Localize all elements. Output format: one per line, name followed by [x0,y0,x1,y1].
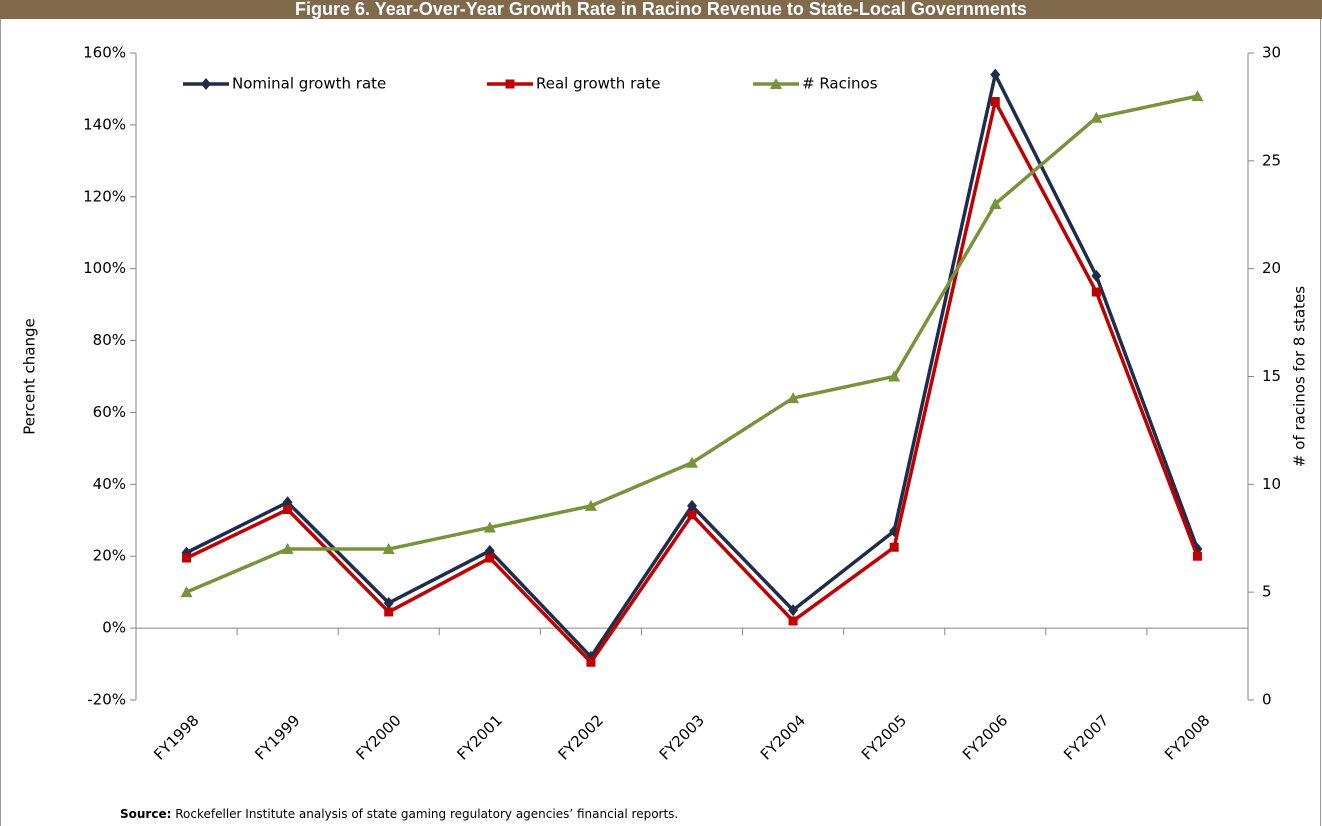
data-point [889,542,899,552]
data-point [990,97,1000,107]
x-tick-label: FY2007 [1060,711,1112,763]
legend-label: Real growth rate [536,75,661,93]
data-point [1091,269,1102,282]
y-tick-label: 100% [83,259,126,277]
data-point [182,553,192,563]
y-tick-label: 140% [83,115,126,133]
x-tick-label: FY2008 [1161,711,1213,763]
y2-tick-label: 5 [1262,583,1272,601]
x-tick-label: FY2001 [454,711,506,763]
y2-tick-label: 20 [1262,259,1281,277]
data-point [584,499,597,511]
y-tick-label: 160% [83,44,126,62]
data-point [788,604,799,617]
data-point [1091,287,1101,297]
data-point [485,553,495,563]
data-point [686,456,698,468]
y2-tick-label: 10 [1262,475,1281,493]
y-axis-label: Percent change [21,318,39,434]
data-point [787,392,800,404]
data-point [586,657,596,667]
source: Source: Rockefeller Institute analysis o… [120,807,678,821]
y2-tick-label: 30 [1262,44,1281,62]
data-point [283,504,293,514]
legend-marker [201,78,211,90]
y-tick-label: 60% [93,403,126,421]
data-point [281,543,294,555]
y2-tick-label: 25 [1262,151,1281,169]
data-point [1090,111,1103,123]
y2-axis-label: # of racinos for 8 states [1291,286,1309,467]
data-point [687,499,697,512]
x-tick-label: FY2003 [656,711,708,763]
x-tick-label: FY1999 [251,711,303,763]
legend-label: # Racinos [802,75,878,93]
data-point [888,370,901,382]
data-point [989,197,1002,209]
y-tick-label: 0% [102,619,126,637]
x-tick-label: FY2005 [858,711,910,763]
x-tick-label: FY2000 [352,711,404,763]
chart-title: Figure 6. Year-Over-Year Growth Rate in … [295,0,1027,19]
legend-marker [505,79,515,89]
x-tick-label: FY2002 [555,711,607,763]
data-point [384,607,394,617]
source-text: Rockefeller Institute analysis of state … [175,807,678,821]
source-label: Source: [120,807,171,821]
legend-label: Nominal growth rate [232,75,386,93]
data-point [382,543,395,555]
series-line [185,99,1200,665]
legend-marker [770,78,782,89]
data-point [383,596,394,609]
y-tick-label: 120% [83,187,126,205]
y-tick-label: 80% [93,331,126,349]
x-tick-label: FY1998 [150,711,202,763]
title-bar [0,0,1322,19]
x-tick-label: FY2006 [959,711,1011,763]
y-tick-label: 20% [93,547,126,565]
data-point [180,586,193,598]
data-point [788,616,798,626]
y2-tick-label: 0 [1262,691,1272,709]
y-tick-label: -20% [87,691,126,709]
y2-tick-label: 15 [1262,367,1281,385]
data-point [687,510,697,520]
data-point [1191,90,1204,102]
data-point [483,521,496,533]
data-point [1192,551,1202,561]
data-point [990,68,1001,81]
x-tick-label: FY2004 [757,711,809,763]
y-tick-label: 40% [93,475,126,493]
